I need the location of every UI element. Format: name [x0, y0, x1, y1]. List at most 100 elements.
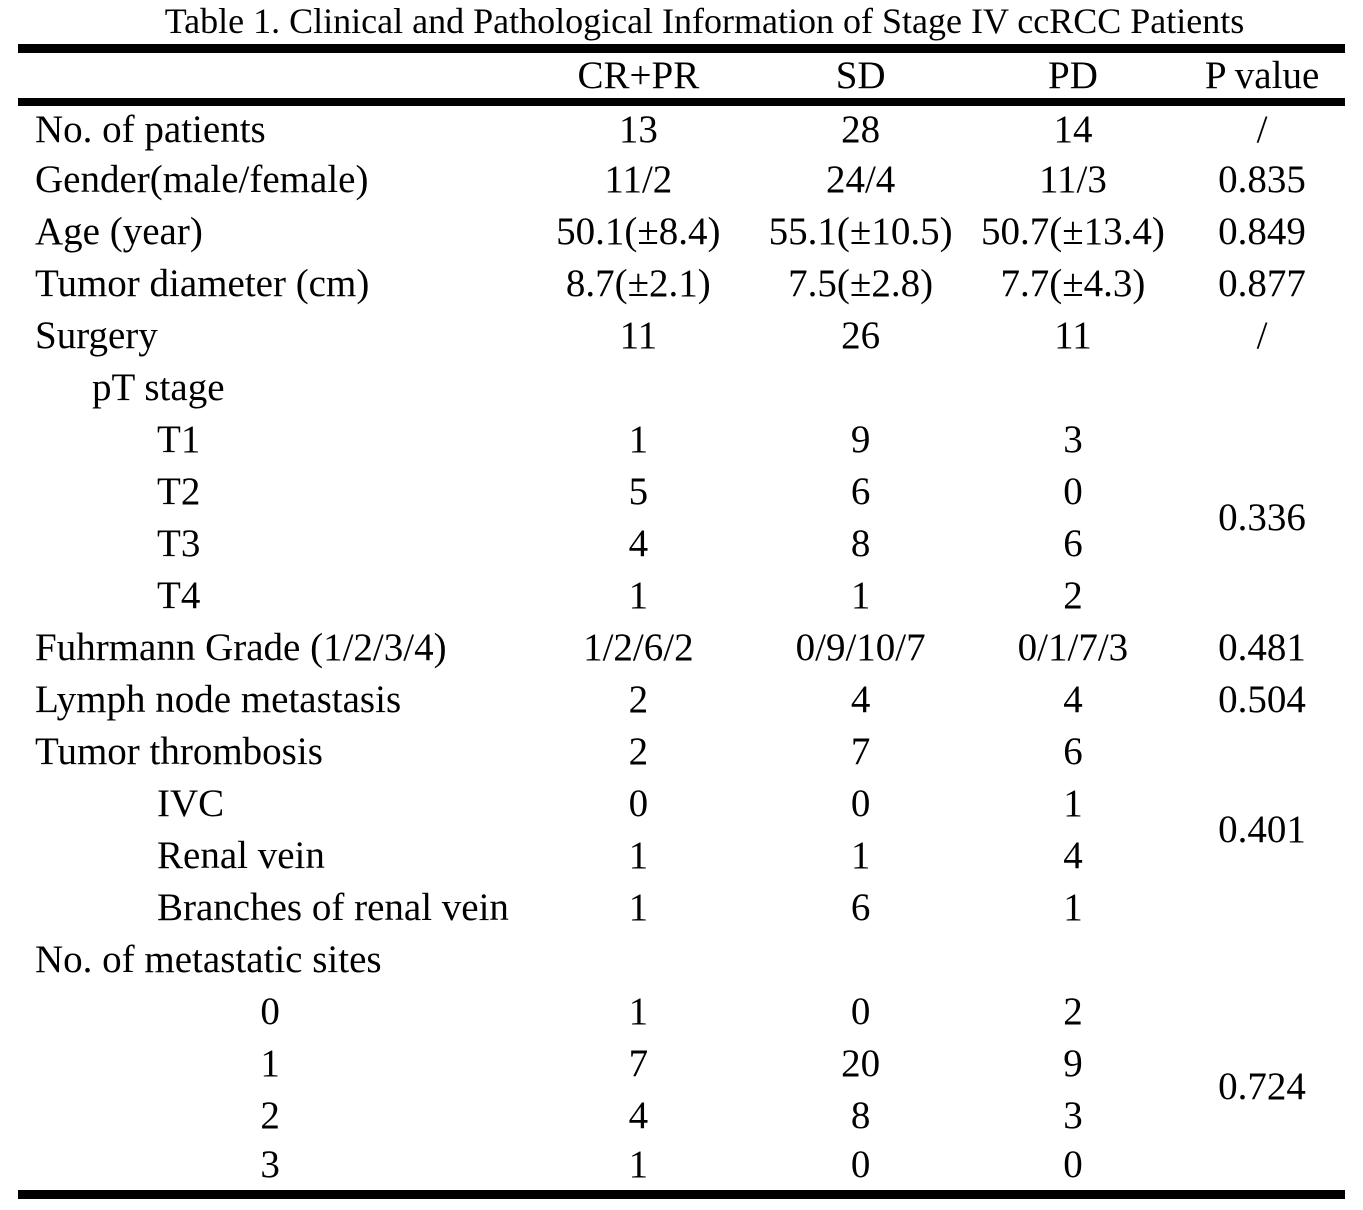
table-row: No. of metastatic sites: [18, 934, 1345, 986]
cell-pd: 11/3: [1038, 157, 1107, 201]
cell-crpr: 4: [628, 521, 649, 565]
cell-sd: 6: [850, 885, 871, 929]
row-label: IVC: [157, 781, 225, 825]
cell-pvalue-merged: 0.724: [1218, 1065, 1306, 1109]
table-row: pT stage: [18, 362, 1345, 414]
cell-crpr: 1/2/6/2: [583, 625, 694, 669]
row-label: Renal vein: [157, 833, 325, 877]
cell-pd: 1: [1063, 781, 1083, 825]
cell-pd: 6: [1063, 729, 1083, 773]
cell-pd: 11: [1054, 313, 1092, 357]
cell-crpr: [522, 362, 754, 414]
cell-crpr: 0: [628, 781, 649, 825]
row-label: Tumor diameter (cm): [35, 261, 370, 305]
row-label: 3: [260, 1143, 280, 1187]
cell-crpr: [522, 934, 754, 986]
table-row: Tumor thrombosis 2 7 6 0.401: [18, 726, 1345, 850]
table-row: Fuhrmann Grade (1/2/3/4) 1/2/6/2 0/9/10/…: [18, 622, 1345, 674]
cell-crpr: 1: [628, 1143, 649, 1187]
table-row: T4 1 1 2: [18, 570, 1345, 622]
row-label: Lymph node metastasis: [35, 677, 402, 721]
cell-crpr: 11/2: [604, 157, 673, 201]
cell-sd: 24/4: [825, 157, 896, 201]
cell-pvalue-merged: 0.401: [1218, 807, 1306, 851]
cell-pd: 7.7(±4.3): [1000, 261, 1146, 305]
row-label: T2: [157, 469, 201, 513]
row-label: Gender(male/female): [35, 157, 369, 201]
cell-sd: 28: [841, 107, 881, 151]
table-row: Age (year) 50.1(±8.4) 55.1(±10.5) 50.7(±…: [18, 206, 1345, 258]
cell-pvalue: 0.835: [1218, 157, 1306, 201]
cell-sd: 0/9/10/7: [795, 625, 926, 669]
row-label: T1: [157, 417, 201, 461]
cell-crpr: 1: [628, 417, 649, 461]
cell-sd: 0: [850, 989, 871, 1033]
row-label: 0: [260, 989, 280, 1033]
cell-crpr: 1: [628, 885, 649, 929]
table-row: Surgery 11 26 11 /: [18, 310, 1345, 362]
cell-pvalue: /: [1256, 107, 1268, 151]
cell-sd: 7: [850, 729, 871, 773]
cell-crpr: 50.1(±8.4): [556, 209, 721, 253]
cell-crpr: 7: [628, 1041, 649, 1085]
cell-pd: 3: [1063, 417, 1083, 461]
cell-pd: 4: [1063, 833, 1083, 877]
cell-pvalue: 0.849: [1218, 209, 1306, 253]
table-row: 0 1 0 2 0.724: [18, 986, 1345, 1108]
cell-sd: 8: [850, 521, 871, 565]
col-header-pvalue: P value: [1179, 48, 1345, 106]
col-header-label: [18, 48, 523, 106]
cell-pvalue-merged: 0.336: [1218, 495, 1306, 539]
cell-pd: 14: [1053, 107, 1093, 151]
cell-sd: 20: [841, 1041, 881, 1085]
cell-sd: 6: [850, 469, 871, 513]
table-row: Tumor diameter (cm) 8.7(±2.1) 7.5(±2.8) …: [18, 258, 1345, 310]
table-row: 1 7 20 9: [18, 1038, 1345, 1090]
row-label: T4: [157, 573, 201, 617]
row-label: Age (year): [35, 209, 203, 253]
cell-pd: 2: [1063, 573, 1083, 617]
cell-crpr: 11: [619, 313, 658, 357]
cell-sd: 9: [850, 417, 871, 461]
cell-pvalue: /: [1256, 313, 1268, 357]
cell-crpr: 8.7(±2.1): [565, 261, 711, 305]
cell-pd: 0: [1063, 1143, 1083, 1187]
cell-sd: 26: [841, 313, 881, 357]
cell-pd: 9: [1063, 1041, 1083, 1085]
table-row: T3 4 8 6: [18, 518, 1345, 570]
table-row: Branches of renal vein 1 6 1: [18, 882, 1345, 934]
cell-pd: 6: [1063, 521, 1083, 565]
table-row: Renal vein 1 1 4: [18, 830, 1345, 882]
cell-crpr: 2: [628, 677, 649, 721]
cell-pvalue: 0.877: [1218, 261, 1306, 305]
row-label: Fuhrmann Grade (1/2/3/4): [35, 625, 447, 669]
row-label: Branches of renal vein: [157, 885, 509, 929]
row-label: 2: [260, 1093, 280, 1137]
cell-sd: 1: [850, 573, 871, 617]
cell-pvalue: 0.481: [1218, 625, 1306, 669]
cell-crpr: 13: [618, 107, 658, 151]
table-row: Gender(male/female) 11/2 24/4 11/3 0.835: [18, 154, 1345, 206]
table-row: 2 4 8 3: [18, 1090, 1345, 1142]
cell-pvalue: 0.504: [1218, 677, 1306, 721]
cell-pd: 3: [1063, 1093, 1083, 1137]
table-row: Lymph node metastasis 2 4 4 0.504: [18, 674, 1345, 726]
cell-crpr: 1: [628, 833, 649, 877]
cell-pd: [967, 934, 1179, 986]
row-label: Surgery: [35, 313, 158, 357]
cell-crpr: 4: [628, 1093, 649, 1137]
cell-sd: 0: [850, 781, 871, 825]
cell-pvalue: [1179, 934, 1345, 986]
row-label: T3: [157, 521, 201, 565]
table-row: T1 1 9 3 0.336: [18, 414, 1345, 538]
col-header-pd: PD: [966, 48, 1180, 106]
cell-sd: 4: [850, 677, 871, 721]
cell-crpr: 5: [628, 469, 649, 513]
table-row: IVC 0 0 1: [18, 778, 1345, 830]
row-label: Tumor thrombosis: [35, 729, 323, 773]
cell-pd: 4: [1063, 677, 1083, 721]
row-label: No. of patients: [35, 107, 266, 151]
cell-sd: 7.5(±2.8): [788, 261, 934, 305]
cell-sd: [754, 934, 966, 986]
cell-sd: 1: [850, 833, 871, 877]
